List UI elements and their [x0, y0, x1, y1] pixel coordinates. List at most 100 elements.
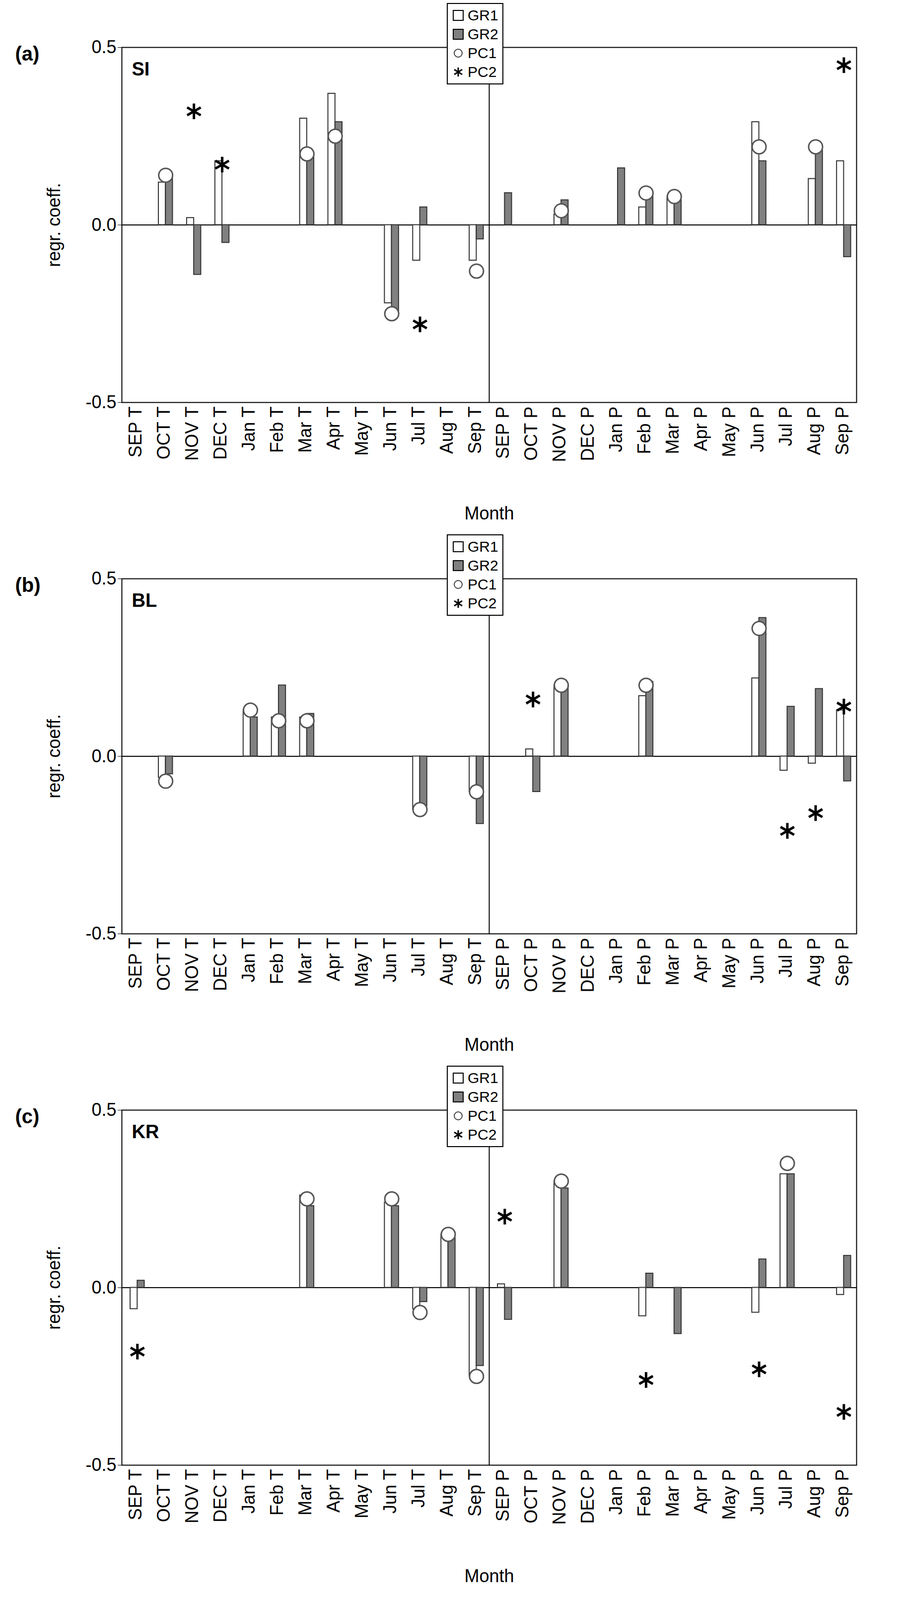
svg-text:(c): (c) — [15, 1105, 40, 1127]
svg-text:May P: May P — [718, 1468, 740, 1520]
svg-text:Jul T: Jul T — [408, 406, 429, 445]
svg-text:Aug T: Aug T — [436, 1468, 457, 1517]
html-text:GR1: GR1 — [467, 6, 499, 24]
svg-text:(a): (a) — [15, 42, 40, 65]
svg-text:Jun P: Jun P — [747, 406, 768, 453]
svg-text:SEP P: SEP P — [492, 406, 513, 459]
svg-text:Mar P: Mar P — [662, 1468, 683, 1517]
svg-text:Feb T: Feb T — [266, 406, 287, 453]
svg-text:May T: May T — [351, 406, 372, 456]
svg-text:Aug P: Aug P — [803, 1468, 825, 1518]
svg-text:0.5: 0.5 — [91, 567, 117, 589]
svg-text:SEP P: SEP P — [492, 1468, 513, 1522]
svg-text:Sep T: Sep T — [464, 406, 486, 454]
svg-text:Apr P: Apr P — [690, 1468, 711, 1514]
svg-text:Jan P: Jan P — [605, 406, 626, 453]
svg-text:Mar T: Mar T — [294, 406, 316, 453]
svg-text:Mar P: Mar P — [662, 937, 683, 986]
svg-text:SEP P: SEP P — [492, 937, 513, 990]
svg-text:Month: Month — [464, 1565, 514, 1586]
svg-text:Apr P: Apr P — [690, 406, 711, 452]
svg-text:OCT T: OCT T — [153, 937, 174, 991]
svg-text:Sep P: Sep P — [832, 937, 853, 987]
svg-text:Feb T: Feb T — [266, 1468, 287, 1515]
svg-text:SEP T: SEP T — [125, 937, 146, 989]
svg-text:0.0: 0.0 — [91, 745, 117, 766]
svg-text:NOV P: NOV P — [549, 1468, 570, 1525]
svg-text:Month: Month — [464, 502, 514, 524]
svg-text:Mar T: Mar T — [294, 1468, 316, 1515]
svg-text:Jan T: Jan T — [238, 1468, 259, 1513]
svg-text:May P: May P — [718, 406, 740, 458]
svg-text:Feb T: Feb T — [266, 937, 287, 984]
svg-text:Sep T: Sep T — [464, 937, 486, 985]
svg-text:May P: May P — [718, 937, 740, 989]
svg-text:May T: May T — [351, 1468, 372, 1518]
svg-text:0.5: 0.5 — [91, 36, 117, 58]
svg-text:regr. coeff.: regr. coeff. — [43, 1245, 65, 1329]
svg-text:-0.5: -0.5 — [85, 1454, 117, 1475]
svg-text:Apr T: Apr T — [323, 406, 344, 450]
svg-text:NOV P: NOV P — [549, 406, 570, 463]
svg-text:Month: Month — [464, 1034, 514, 1055]
svg-text:-0.5: -0.5 — [85, 922, 117, 944]
svg-text:Jul P: Jul P — [775, 406, 796, 447]
svg-text:Jul P: Jul P — [775, 1468, 796, 1509]
svg-text:Mar T: Mar T — [294, 937, 316, 984]
svg-text:Sep P: Sep P — [832, 406, 853, 456]
svg-text:DEC T: DEC T — [209, 1468, 231, 1523]
svg-text:Feb P: Feb P — [633, 406, 655, 455]
svg-text:regr. coeff.: regr. coeff. — [43, 713, 65, 798]
svg-text:Jun P: Jun P — [747, 937, 768, 984]
svg-text:Jan T: Jan T — [238, 937, 259, 982]
svg-text:NOV T: NOV T — [181, 937, 203, 992]
svg-text:regr. coeff.: regr. coeff. — [43, 182, 65, 267]
svg-text:SEP T: SEP T — [125, 1468, 146, 1520]
svg-text:SEP T: SEP T — [125, 406, 146, 458]
svg-text:NOV P: NOV P — [549, 937, 570, 994]
svg-text:Jun T: Jun T — [379, 937, 401, 982]
svg-text:Feb P: Feb P — [633, 1468, 655, 1517]
svg-text:Jan T: Jan T — [238, 406, 259, 451]
svg-text:SI: SI — [132, 58, 150, 80]
svg-text:OCT P: OCT P — [520, 406, 542, 461]
svg-text:Aug T: Aug T — [436, 406, 457, 454]
svg-text:OCT P: OCT P — [520, 1468, 542, 1524]
svg-text:Jun T: Jun T — [379, 406, 401, 451]
svg-text:OCT T: OCT T — [153, 1468, 174, 1522]
svg-text:Jun T: Jun T — [379, 1468, 401, 1513]
svg-text:Jul P: Jul P — [775, 937, 796, 978]
svg-text:(b): (b) — [15, 573, 41, 596]
svg-text:Jul T: Jul T — [408, 937, 429, 976]
svg-text:0.0: 0.0 — [91, 214, 117, 235]
svg-text:KR: KR — [132, 1120, 160, 1142]
svg-text:Jan P: Jan P — [605, 1468, 626, 1515]
svg-text:NOV T: NOV T — [181, 406, 203, 461]
svg-text:DEC T: DEC T — [209, 406, 231, 460]
svg-text:0.0: 0.0 — [91, 1276, 117, 1298]
svg-text:0.5: 0.5 — [91, 1099, 117, 1120]
svg-text:Aug P: Aug P — [803, 937, 825, 987]
svg-text:Jul T: Jul T — [408, 1468, 429, 1508]
svg-text:NOV T: NOV T — [181, 1468, 203, 1523]
svg-text:OCT P: OCT P — [520, 937, 542, 992]
svg-text:Mar P: Mar P — [662, 406, 683, 455]
svg-text:May T: May T — [351, 937, 372, 987]
svg-text:Apr T: Apr T — [323, 937, 344, 981]
svg-text:Sep P: Sep P — [832, 1468, 853, 1518]
svg-text:BL: BL — [132, 589, 158, 611]
svg-text:Apr P: Apr P — [690, 937, 711, 983]
svg-text:Aug P: Aug P — [803, 406, 825, 456]
svg-text:DEC P: DEC P — [577, 937, 598, 993]
svg-text:DEC T: DEC T — [209, 937, 231, 991]
svg-text:OCT T: OCT T — [153, 406, 174, 460]
svg-text:Feb P: Feb P — [633, 937, 655, 986]
svg-text:Jan P: Jan P — [605, 937, 626, 984]
svg-text:DEC P: DEC P — [577, 1468, 598, 1524]
svg-text:-0.5: -0.5 — [85, 391, 117, 413]
svg-text:Jun P: Jun P — [747, 1468, 768, 1515]
svg-text:DEC P: DEC P — [577, 406, 598, 462]
svg-text:Aug T: Aug T — [436, 937, 457, 985]
svg-text:Sep T: Sep T — [464, 1468, 486, 1517]
svg-text:Apr T: Apr T — [323, 1468, 344, 1513]
